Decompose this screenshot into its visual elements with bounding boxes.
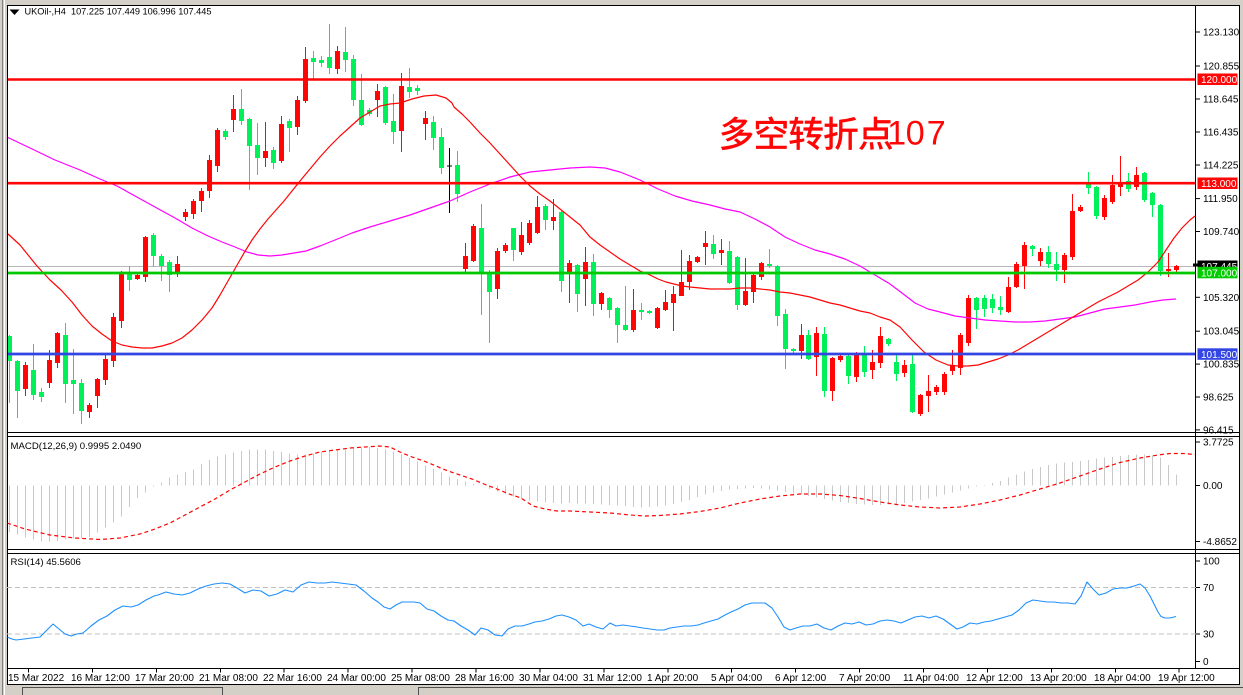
svg-text:111.950: 111.950 <box>1203 194 1238 205</box>
svg-text:12 Apr 12:00: 12 Apr 12:00 <box>966 673 1023 684</box>
svg-text:120.000: 120.000 <box>1201 75 1238 86</box>
svg-text:30 Mar 04:00: 30 Mar 04:00 <box>519 673 578 684</box>
svg-text:109.740: 109.740 <box>1203 227 1240 238</box>
svg-text:6 Apr 12:00: 6 Apr 12:00 <box>775 673 827 684</box>
svg-text:31 Mar 12:00: 31 Mar 12:00 <box>583 673 642 684</box>
svg-text:113.000: 113.000 <box>1201 179 1237 190</box>
svg-text:24 Mar 00:00: 24 Mar 00:00 <box>327 673 386 684</box>
svg-text:25 Mar 08:00: 25 Mar 08:00 <box>391 673 450 684</box>
svg-text:30: 30 <box>1203 630 1215 641</box>
svg-text:123.130: 123.130 <box>1203 28 1240 39</box>
svg-text:118.645: 118.645 <box>1203 95 1239 106</box>
svg-text:0: 0 <box>1203 657 1209 668</box>
svg-text:0.00: 0.00 <box>1203 481 1223 492</box>
svg-text:13 Apr 20:00: 13 Apr 20:00 <box>1030 673 1087 684</box>
svg-text:21 Mar 08:00: 21 Mar 08:00 <box>199 673 258 684</box>
svg-text:98.625: 98.625 <box>1203 393 1234 404</box>
svg-text:3.7725: 3.7725 <box>1203 438 1234 449</box>
svg-text:MACD(12,26,9) 0.9995 2.0490: MACD(12,26,9) 0.9995 2.0490 <box>11 441 142 452</box>
svg-text:UKOil-,H4 107.225 107.449 106: UKOil-,H4 107.225 107.449 106.996 107.44… <box>25 7 212 17</box>
svg-text:100: 100 <box>1203 557 1220 568</box>
svg-text:96.415: 96.415 <box>1203 425 1234 436</box>
svg-text:18 Apr 04:00: 18 Apr 04:00 <box>1094 673 1151 684</box>
svg-text:105.320: 105.320 <box>1203 293 1240 304</box>
svg-text:103.045: 103.045 <box>1203 327 1240 338</box>
svg-text:107.000: 107.000 <box>1201 268 1238 279</box>
svg-text:11 Apr 04:00: 11 Apr 04:00 <box>903 673 959 684</box>
svg-text:5 Apr 04:00: 5 Apr 04:00 <box>711 673 763 684</box>
svg-text:120.855: 120.855 <box>1203 62 1240 73</box>
svg-text:-4.8652: -4.8652 <box>1203 537 1237 548</box>
svg-text:17 Mar 20:00: 17 Mar 20:00 <box>135 673 194 684</box>
svg-text:22 Mar 16:00: 22 Mar 16:00 <box>263 673 322 684</box>
svg-text:1 Apr 20:00: 1 Apr 20:00 <box>647 673 699 684</box>
svg-text:15 Mar 2022: 15 Mar 2022 <box>8 673 65 684</box>
svg-text:100.835: 100.835 <box>1203 360 1240 371</box>
svg-text:16 Mar 12:00: 16 Mar 12:00 <box>71 673 130 684</box>
svg-text:114.225: 114.225 <box>1203 161 1239 172</box>
svg-text:RSI(14) 45.5606: RSI(14) 45.5606 <box>11 557 81 568</box>
svg-text:116.435: 116.435 <box>1203 128 1239 139</box>
svg-text:19 Apr 12:00: 19 Apr 12:00 <box>1158 673 1215 684</box>
svg-text:7 Apr 20:00: 7 Apr 20:00 <box>839 673 891 684</box>
svg-text:101.500: 101.500 <box>1201 350 1238 361</box>
svg-text:70: 70 <box>1203 583 1215 594</box>
svg-text:28 Mar 16:00: 28 Mar 16:00 <box>455 673 514 684</box>
